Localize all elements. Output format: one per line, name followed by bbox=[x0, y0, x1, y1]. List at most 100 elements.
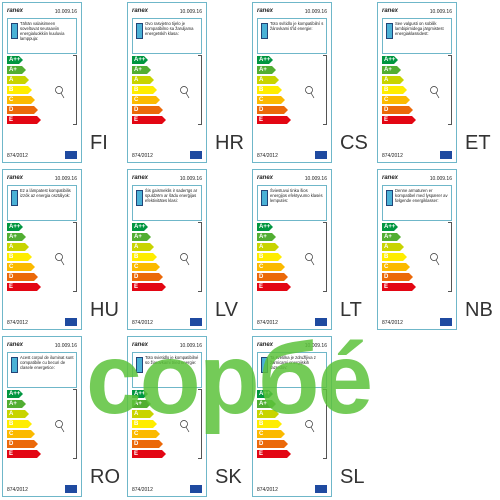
bracket bbox=[73, 55, 77, 125]
bulb-icon bbox=[180, 85, 190, 99]
energy-class: A+ bbox=[7, 233, 26, 241]
energy-class: A bbox=[132, 410, 154, 418]
energy-class: B bbox=[132, 420, 157, 428]
energy-class: C bbox=[382, 96, 410, 104]
date: 10.009.16 bbox=[304, 343, 327, 349]
energy-class: A+ bbox=[257, 66, 276, 74]
energy-class: E bbox=[132, 450, 166, 458]
energy-class: B bbox=[132, 253, 157, 261]
energy-class: C bbox=[7, 430, 35, 438]
label-cell: ranex 10.009.16 Acest corpul de iluminat s… bbox=[0, 334, 125, 500]
label-cell: ranex 10.009.16 Tähän valaisimeen soveltuv… bbox=[0, 0, 125, 166]
energy-class: B bbox=[132, 86, 157, 94]
brand: ranex bbox=[257, 175, 274, 181]
energy-class: A++ bbox=[257, 56, 273, 64]
regulation: 874/2012 bbox=[257, 487, 278, 493]
energy-class: E bbox=[382, 283, 416, 291]
energy-class: B bbox=[7, 253, 32, 261]
language-code: ET bbox=[465, 132, 491, 154]
info-box: Tähän valaisimeen soveltuvat seuraaviin … bbox=[7, 18, 77, 54]
bracket bbox=[448, 55, 452, 125]
info-box: See valgusti on sobilik lambipirnidega j… bbox=[382, 18, 452, 54]
energy-class: E bbox=[132, 116, 166, 124]
eu-flag bbox=[315, 151, 327, 159]
energy-label: ranex 10.009.16 Ez a lámpatest kompatibili… bbox=[2, 169, 82, 330]
date: 10.009.16 bbox=[179, 343, 202, 349]
language-code: HR bbox=[215, 132, 244, 154]
energy-class: A bbox=[132, 76, 154, 84]
info-text: Ez a lámpatest kompatibilis izzók az ene… bbox=[20, 188, 71, 198]
brand: ranex bbox=[257, 8, 274, 14]
energy-class: C bbox=[132, 263, 160, 271]
energy-class: E bbox=[7, 283, 41, 291]
eu-flag bbox=[65, 151, 77, 159]
energy-label: ranex 10.009.16 Šviestuvui tinka šios ener… bbox=[252, 169, 332, 330]
energy-class: A bbox=[257, 410, 279, 418]
lamp-icon bbox=[136, 23, 143, 39]
regulation: 874/2012 bbox=[7, 487, 28, 493]
energy-label: ranex 10.009.16 Ovo rasvjetno tijelo je ko… bbox=[127, 2, 207, 163]
bulb-svg bbox=[55, 253, 65, 266]
eu-flag bbox=[190, 318, 202, 326]
energy-class: A bbox=[257, 243, 279, 251]
info-text: See valgusti on sobilik lambipirnidega j… bbox=[395, 21, 444, 36]
regulation: 874/2012 bbox=[7, 320, 28, 326]
brand: ranex bbox=[382, 175, 399, 181]
bulb-icon bbox=[55, 85, 65, 99]
info-text: Tähän valaisimeen soveltuvat seuraaviin … bbox=[20, 21, 65, 41]
energy-class: A++ bbox=[132, 390, 148, 398]
bracket bbox=[323, 222, 327, 292]
info-text: Toto svietidlo je kompatibilné so žiarov… bbox=[145, 355, 199, 365]
energy-class: A+ bbox=[132, 233, 151, 241]
language-code: SK bbox=[215, 466, 242, 488]
energy-class: A bbox=[132, 243, 154, 251]
bulb-svg bbox=[430, 253, 440, 266]
language-code: LT bbox=[340, 299, 362, 321]
energy-class: E bbox=[7, 450, 41, 458]
date: 10.009.16 bbox=[54, 343, 77, 349]
energy-class: D bbox=[257, 440, 288, 448]
info-box: Ovo rasvjetno tijelo je kompatibilno sa … bbox=[132, 18, 202, 54]
energy-class: A++ bbox=[7, 223, 23, 231]
brand: ranex bbox=[132, 175, 149, 181]
info-text: Toto svítidlo je kompatibilní s žárovkam… bbox=[270, 21, 324, 31]
bulb-icon bbox=[180, 252, 190, 266]
energy-class: C bbox=[257, 430, 285, 438]
energy-class: A bbox=[7, 76, 29, 84]
brand: ranex bbox=[132, 8, 149, 14]
regulation: 874/2012 bbox=[382, 320, 403, 326]
energy-class: B bbox=[257, 253, 282, 261]
info-box: Denne armaturen er kompatibel med lyspær… bbox=[382, 185, 452, 221]
regulation: 874/2012 bbox=[132, 487, 153, 493]
bulb-icon bbox=[55, 419, 65, 433]
bracket bbox=[73, 389, 77, 459]
bracket bbox=[448, 222, 452, 292]
lamp-icon bbox=[386, 23, 393, 39]
brand: ranex bbox=[132, 342, 149, 348]
bracket bbox=[198, 222, 202, 292]
regulation: 874/2012 bbox=[132, 153, 153, 159]
energy-class: B bbox=[257, 86, 282, 94]
energy-class: B bbox=[7, 86, 32, 94]
regulation: 874/2012 bbox=[257, 153, 278, 159]
label-cell: ranex 10.009.16 Šviestuvui tinka šios ener… bbox=[250, 167, 375, 333]
energy-class: E bbox=[132, 283, 166, 291]
bulb-svg bbox=[180, 420, 190, 433]
energy-class: D bbox=[7, 106, 38, 114]
energy-class: D bbox=[257, 106, 288, 114]
bracket bbox=[73, 222, 77, 292]
lamp-icon bbox=[261, 190, 268, 206]
date: 10.009.16 bbox=[54, 176, 77, 182]
bracket bbox=[198, 389, 202, 459]
info-box: Ez a lámpatest kompatibilis izzók az ene… bbox=[7, 185, 77, 221]
info-text: Ovo rasvjetno tijelo je kompatibilno sa … bbox=[145, 21, 194, 36]
info-box: Acest corpul de iluminat sunt compatibil… bbox=[7, 352, 77, 388]
brand: ranex bbox=[257, 342, 274, 348]
date: 10.009.16 bbox=[429, 176, 452, 182]
language-code: FI bbox=[90, 132, 108, 154]
energy-class: C bbox=[132, 96, 160, 104]
language-code: HU bbox=[90, 299, 119, 321]
label-cell: ranex 10.009.16 Šis gaismeklis ir saderīgs… bbox=[125, 167, 250, 333]
label-cell: ranex 10.009.16 See valgusti on sobilik la… bbox=[375, 0, 500, 166]
